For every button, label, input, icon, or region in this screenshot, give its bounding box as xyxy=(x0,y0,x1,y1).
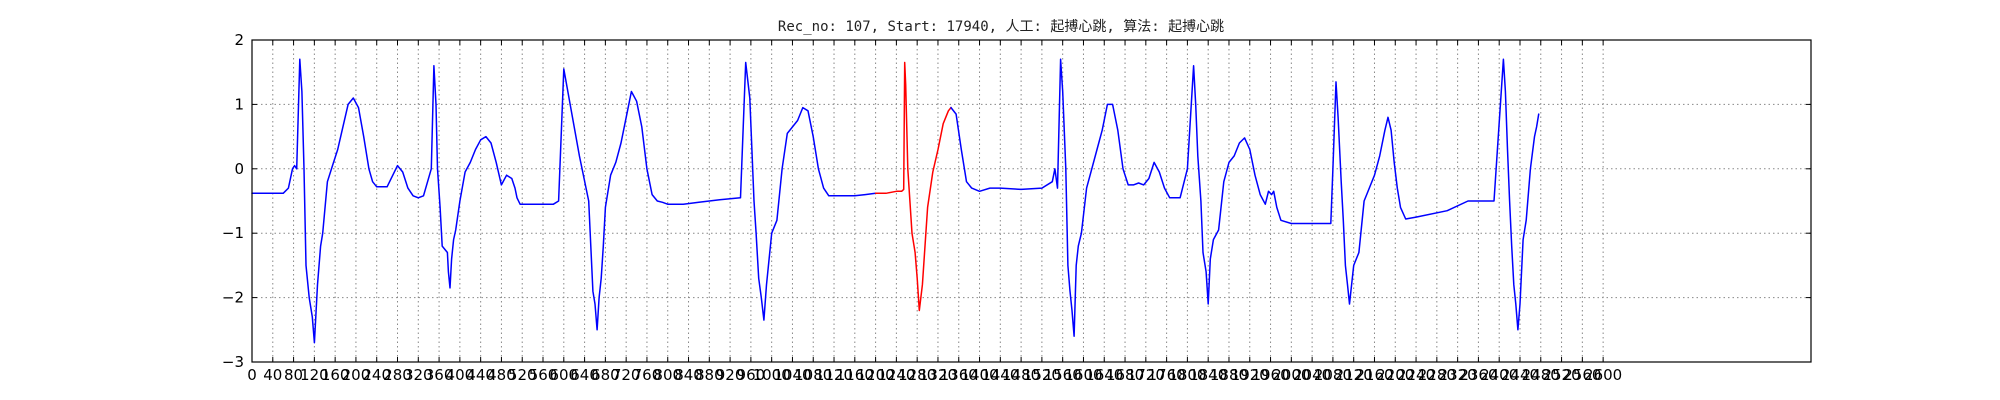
x-tick-label: 960 xyxy=(737,366,766,384)
x-tick-label: 1680 xyxy=(1106,366,1144,384)
x-tick-label: 2440 xyxy=(1501,366,1539,384)
x-tick-label: 1880 xyxy=(1210,366,1248,384)
x-tick-label: 800 xyxy=(653,366,682,384)
x-tick-label: 2480 xyxy=(1522,366,1560,384)
y-tick-label: 0 xyxy=(234,160,244,178)
x-tick-label: 1720 xyxy=(1127,366,1165,384)
x-tick-label: 1000 xyxy=(753,366,791,384)
x-tick-label: 2600 xyxy=(1584,366,1622,384)
x-tick-label: 1760 xyxy=(1148,366,1186,384)
x-tick-label: 2520 xyxy=(1542,366,1580,384)
x-tick-label: 880 xyxy=(695,366,724,384)
x-tick-label: 720 xyxy=(612,366,641,384)
x-tick-label: 1200 xyxy=(857,366,895,384)
x-tick-label: 280 xyxy=(383,366,412,384)
x-tick-label: 2040 xyxy=(1293,366,1331,384)
x-tick-label: 760 xyxy=(633,366,662,384)
x-tick-label: 1600 xyxy=(1064,366,1102,384)
x-tick-label: 2240 xyxy=(1397,366,1435,384)
series-layer xyxy=(251,58,1540,344)
x-tick-label: 2280 xyxy=(1418,366,1456,384)
y-tick-label: 2 xyxy=(234,31,244,49)
x-tick-label: 840 xyxy=(674,366,703,384)
x-tick-label: 360 xyxy=(425,366,454,384)
x-tick-label: 1920 xyxy=(1231,366,1269,384)
x-tick-label: 160 xyxy=(321,366,350,384)
x-tick-label: 640 xyxy=(570,366,599,384)
x-tick-label: 1280 xyxy=(898,366,936,384)
y-tick-label: −2 xyxy=(222,289,244,307)
x-tick-label: 680 xyxy=(591,366,620,384)
x-tick-label: 1080 xyxy=(794,366,832,384)
plot-frame xyxy=(251,39,1812,363)
x-tick-label: 2320 xyxy=(1439,366,1477,384)
x-tick-label: 1840 xyxy=(1189,366,1227,384)
x-tick-label: 400 xyxy=(446,366,475,384)
ecg-series-line-1 xyxy=(251,58,877,344)
x-tick-label: 1800 xyxy=(1168,366,1206,384)
x-tick-label: 2000 xyxy=(1272,366,1310,384)
x-tick-label: 240 xyxy=(362,366,391,384)
x-tick-label: 1560 xyxy=(1044,366,1082,384)
x-tick-label: 2080 xyxy=(1314,366,1352,384)
x-tick-label: 600 xyxy=(549,366,578,384)
x-tick-label: 1320 xyxy=(919,366,957,384)
tick-layer xyxy=(251,39,1811,363)
x-tick-labels: 0 40 8012016020024028032036040044048052056… xyxy=(247,366,1622,384)
x-tick-label: 0 xyxy=(247,366,257,384)
x-tick-label: 520 xyxy=(508,366,537,384)
x-tick-label: 40 xyxy=(263,366,282,384)
y-tick-label: −3 xyxy=(222,353,244,371)
x-tick-label: 440 xyxy=(466,366,495,384)
x-tick-label: 1120 xyxy=(815,366,853,384)
x-tick-label: 2360 xyxy=(1459,366,1497,384)
y-tick-label: 1 xyxy=(234,95,244,113)
y-tick-labels: 2 1 0 −1 −2 −3 xyxy=(222,31,244,371)
x-tick-label: 1480 xyxy=(1002,366,1040,384)
x-tick-label: 200 xyxy=(342,366,371,384)
x-tick-label: 2200 xyxy=(1376,366,1414,384)
x-tick-label: 2400 xyxy=(1480,366,1518,384)
ecg-series-line-3 xyxy=(950,58,1540,337)
x-tick-label: 2560 xyxy=(1563,366,1601,384)
x-tick-label: 2120 xyxy=(1335,366,1373,384)
x-tick-label: 1400 xyxy=(960,366,998,384)
y-tick-label: −1 xyxy=(222,224,244,242)
x-tick-label: 1640 xyxy=(1085,366,1123,384)
grid-layer xyxy=(252,40,1811,362)
x-tick-label: 2160 xyxy=(1355,366,1393,384)
ecg-series-line-2 xyxy=(874,61,952,312)
x-tick-label: 560 xyxy=(529,366,558,384)
x-tick-label: 120 xyxy=(300,366,329,384)
x-tick-label: 1440 xyxy=(981,366,1019,384)
x-tick-label: 320 xyxy=(404,366,433,384)
x-tick-label: 1960 xyxy=(1251,366,1289,384)
x-tick-label: 920 xyxy=(716,366,745,384)
x-tick-label: 1040 xyxy=(773,366,811,384)
x-tick-label: 1160 xyxy=(836,366,874,384)
x-tick-label: 480 xyxy=(487,366,516,384)
x-tick-label: 1360 xyxy=(940,366,978,384)
x-tick-label: 1240 xyxy=(877,366,915,384)
x-tick-label: 1520 xyxy=(1023,366,1061,384)
x-tick-label: 80 xyxy=(284,366,303,384)
chart-title: Rec_no: 107, Start: 17940, 人工: 起搏心跳, 算法:… xyxy=(778,18,1224,35)
